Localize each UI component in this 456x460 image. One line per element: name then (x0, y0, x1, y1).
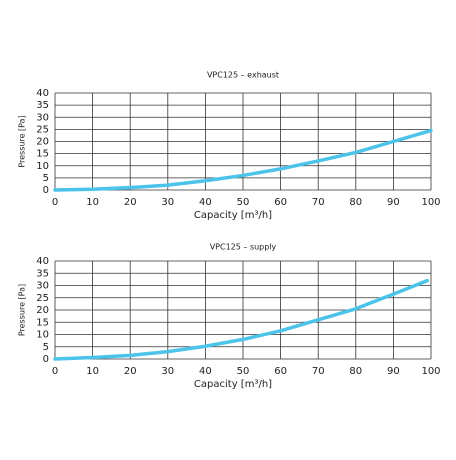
x-tick-label: 20 (124, 366, 137, 377)
x-tick-label: 40 (199, 197, 212, 208)
x-tick-label: 90 (387, 366, 400, 377)
y-tick-label: 40 (36, 88, 49, 99)
x-tick-label: 0 (52, 366, 58, 377)
y-tick-label: 20 (36, 137, 49, 148)
chart-title: VPC125 – supply (210, 243, 277, 252)
x-tick-label: 50 (237, 366, 250, 377)
y-axis-label: Pressure [Pa] (18, 115, 27, 167)
x-tick-label: 20 (124, 197, 137, 208)
y-tick-label: 30 (36, 281, 49, 292)
x-tick-label: 70 (312, 197, 325, 208)
data-line (53, 128, 433, 192)
y-tick-label: 25 (36, 124, 49, 135)
x-tick-label: 90 (387, 197, 400, 208)
y-tick-label: 15 (36, 317, 49, 328)
y-axis-label: Pressure [Pa] (18, 284, 27, 336)
x-tick-label: 30 (161, 197, 174, 208)
y-tick-label: 35 (36, 100, 49, 111)
x-tick-label: 50 (237, 197, 250, 208)
x-tick-label: 0 (52, 197, 58, 208)
data-line (53, 278, 429, 361)
y-tick-label: 20 (36, 305, 49, 316)
y-tick-label: 25 (36, 293, 49, 304)
x-tick-label: 100 (421, 366, 440, 377)
chart-title: VPC125 – exhaust (207, 71, 279, 80)
x-tick-label: 10 (86, 197, 99, 208)
y-tick-label: 0 (43, 354, 49, 365)
x-axis-label: Capacity [m³/h] (194, 379, 272, 390)
y-tick-label: 5 (43, 342, 49, 353)
y-tick-label: 35 (36, 268, 49, 279)
x-tick-label: 60 (274, 197, 287, 208)
x-tick-label: 60 (274, 366, 287, 377)
x-tick-label: 40 (199, 366, 212, 377)
y-tick-label: 40 (36, 256, 49, 267)
y-tick-label: 15 (36, 149, 49, 160)
x-tick-label: 80 (349, 197, 362, 208)
y-tick-label: 10 (36, 330, 49, 341)
y-tick-label: 10 (36, 161, 49, 172)
x-tick-label: 70 (312, 366, 325, 377)
x-tick-label: 10 (86, 366, 99, 377)
y-tick-label: 30 (36, 112, 49, 123)
x-tick-label: 100 (421, 197, 440, 208)
x-tick-label: 30 (161, 366, 174, 377)
x-axis-label: Capacity [m³/h] (194, 210, 272, 221)
x-tick-label: 80 (349, 366, 362, 377)
y-tick-label: 0 (43, 185, 49, 196)
y-tick-label: 5 (43, 173, 49, 184)
